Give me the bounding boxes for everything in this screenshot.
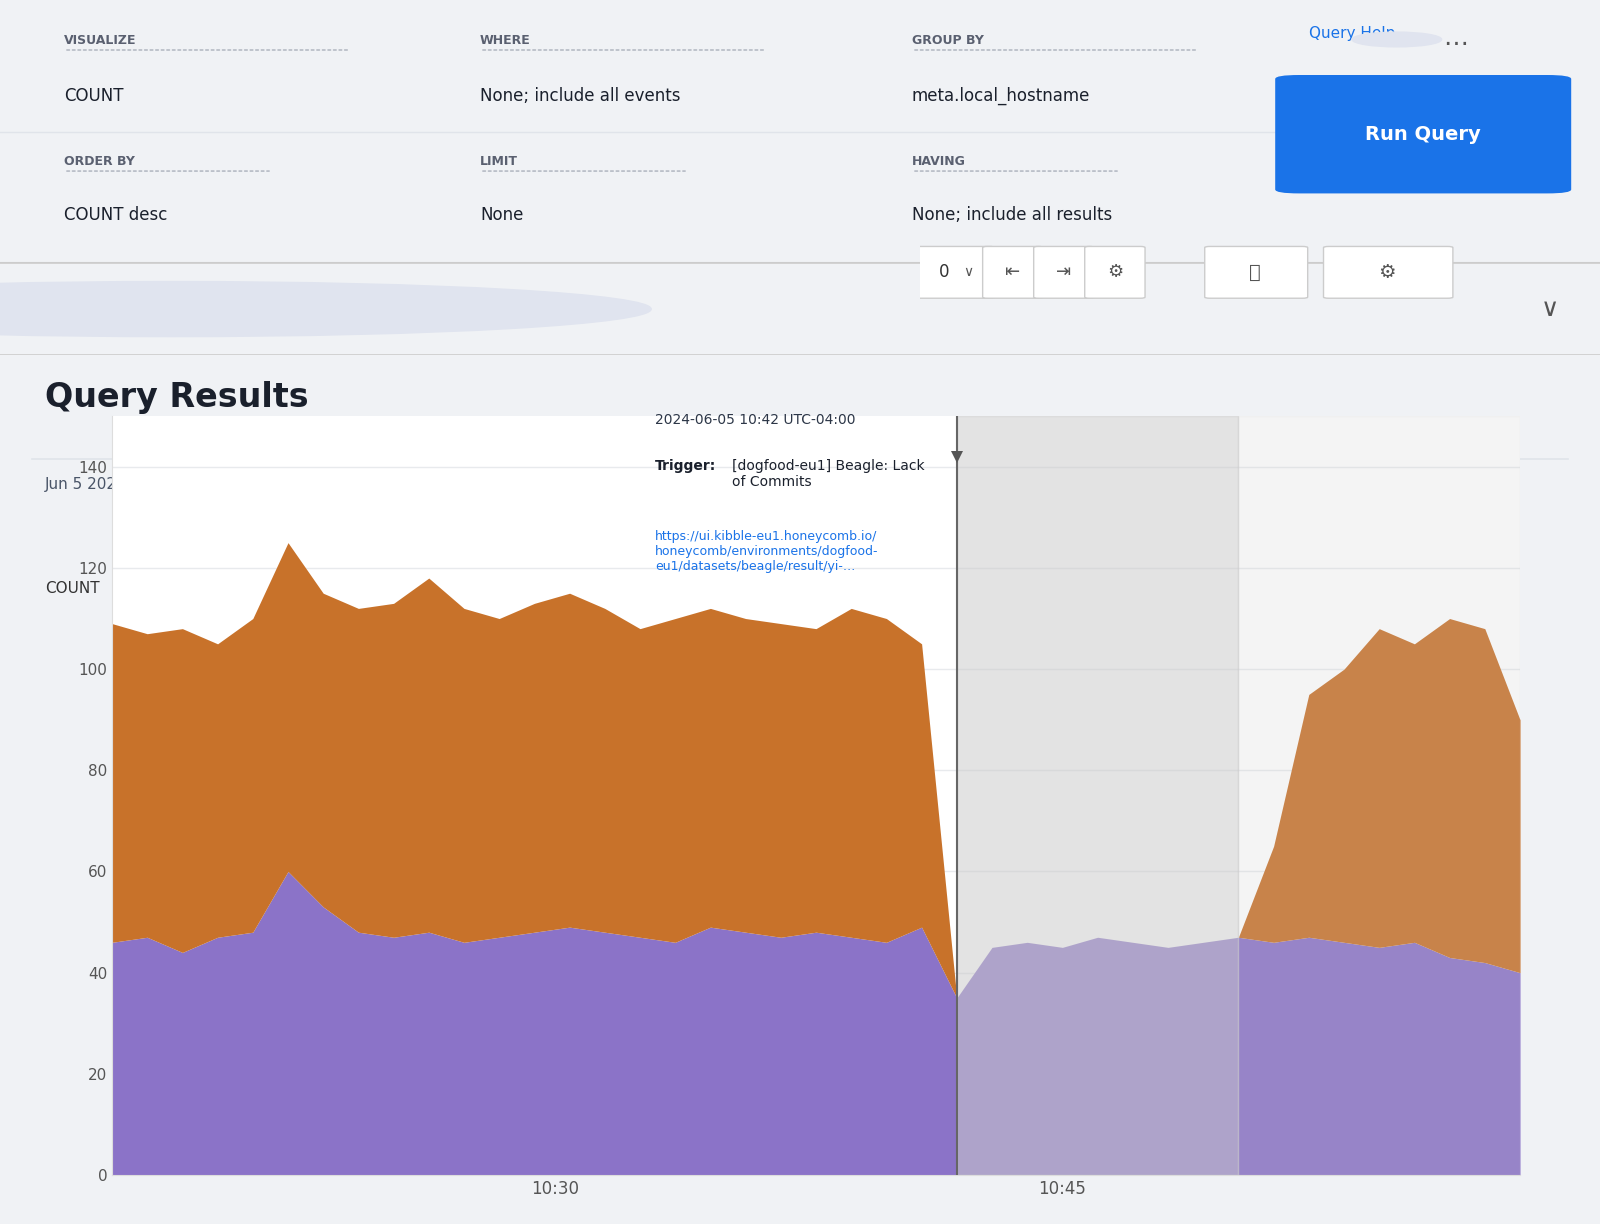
Text: ⤓: ⤓ xyxy=(1250,263,1261,282)
Text: ∨: ∨ xyxy=(963,266,974,279)
Text: 0: 0 xyxy=(939,263,949,282)
Text: ?: ? xyxy=(168,302,174,316)
Text: COUNT desc: COUNT desc xyxy=(64,206,168,224)
Text: Trigger:: Trigger: xyxy=(654,459,717,474)
Text: ORDER BY: ORDER BY xyxy=(64,155,134,169)
FancyBboxPatch shape xyxy=(915,246,994,299)
Text: HAVING: HAVING xyxy=(912,155,966,169)
Text: None: None xyxy=(480,206,523,224)
Circle shape xyxy=(1352,32,1442,47)
Text: None; include all events: None; include all events xyxy=(480,87,680,105)
Text: Query Help: Query Help xyxy=(1309,26,1395,42)
Text: None; include all results: None; include all results xyxy=(912,206,1112,224)
Text: meta.local_hostname: meta.local_hostname xyxy=(912,87,1090,105)
Text: Query Assistant: Query Assistant xyxy=(56,300,218,318)
Text: ⚙: ⚙ xyxy=(1378,263,1395,282)
Text: Jun 5 2024 10:17:45 – 10:58:36 UTC-04:00 (Granularity: 1 min): Jun 5 2024 10:17:45 – 10:58:36 UTC-04:00… xyxy=(45,476,525,492)
FancyBboxPatch shape xyxy=(1323,246,1453,299)
Text: https://ui.kibble-eu1.honeycomb.io/
honeycomb/environments/dogfood-
eu1/datasets: https://ui.kibble-eu1.honeycomb.io/ hone… xyxy=(654,530,878,573)
FancyBboxPatch shape xyxy=(1034,246,1094,299)
Text: ∨: ∨ xyxy=(1541,297,1560,321)
Bar xyxy=(1238,416,1520,1175)
Text: ?: ? xyxy=(1394,33,1400,47)
Text: [dogfood-eu1] Beagle: Lack
of Commits: [dogfood-eu1] Beagle: Lack of Commits xyxy=(731,459,925,490)
Text: 2024-06-05 10:42 UTC-04:00: 2024-06-05 10:42 UTC-04:00 xyxy=(654,412,856,427)
Text: WHERE: WHERE xyxy=(480,34,531,48)
Text: COUNT: COUNT xyxy=(45,581,99,596)
Text: ⋯: ⋯ xyxy=(1443,32,1469,55)
Text: Query Results: Query Results xyxy=(45,381,309,414)
Text: COUNT: COUNT xyxy=(64,87,123,105)
Text: VISUALIZE: VISUALIZE xyxy=(64,34,136,48)
Bar xyxy=(957,416,1238,1175)
Text: LIMIT: LIMIT xyxy=(480,155,518,169)
FancyBboxPatch shape xyxy=(1275,75,1571,193)
FancyBboxPatch shape xyxy=(1205,246,1307,299)
Text: ⇤: ⇤ xyxy=(1005,263,1021,282)
FancyBboxPatch shape xyxy=(1085,246,1146,299)
Circle shape xyxy=(0,282,651,337)
Text: GROUP BY: GROUP BY xyxy=(912,34,984,48)
Text: Run Query: Run Query xyxy=(1365,125,1482,143)
FancyBboxPatch shape xyxy=(982,246,1043,299)
Text: ⇥: ⇥ xyxy=(1056,263,1072,282)
Text: ⚙: ⚙ xyxy=(1107,263,1123,282)
